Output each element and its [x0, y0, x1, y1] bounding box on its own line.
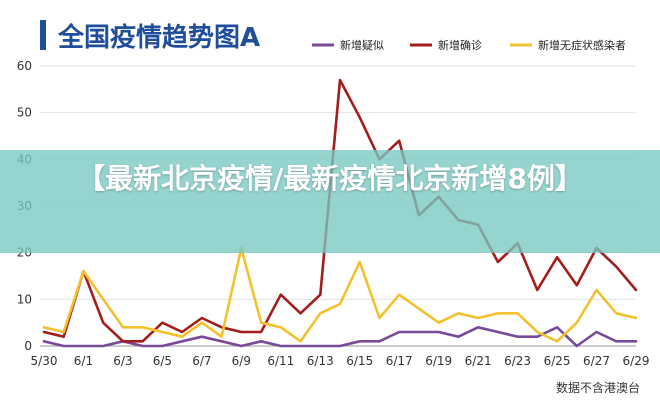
y-tick-label: 0 — [24, 339, 32, 353]
legend-label: 新增无症状感染者 — [538, 38, 626, 52]
x-tick-label: 6/11 — [267, 354, 294, 368]
x-tick-label: 6/5 — [153, 354, 172, 368]
chart-title: 全国疫情趋势图A — [58, 23, 261, 53]
x-tick-label: 6/3 — [113, 354, 132, 368]
x-tick-label: 6/27 — [583, 354, 610, 368]
x-tick-label: 6/19 — [425, 354, 452, 368]
series-line-1 — [42, 78, 638, 343]
legend-label: 新增确诊 — [438, 38, 482, 52]
x-tick-label: 6/21 — [465, 354, 492, 368]
source-note: 数据不含港澳台 — [555, 381, 640, 395]
x-tick-label: 6/13 — [307, 354, 334, 368]
series-line-0 — [42, 325, 638, 348]
legend-label: 新增疑似 — [340, 38, 384, 52]
title-accent-bar — [40, 20, 46, 50]
headline-banner — [0, 150, 660, 253]
y-tick-label: 50 — [17, 106, 32, 120]
series-lines — [42, 78, 638, 348]
x-tick-label: 6/29 — [623, 354, 650, 368]
headline-text: 【最新北京疫情/最新疫情北京新增8例】 — [77, 162, 583, 195]
y-tick-label: 60 — [17, 59, 32, 73]
x-tick-label: 6/1 — [74, 354, 93, 368]
series-line-2 — [42, 246, 638, 343]
y-tick-label: 10 — [17, 292, 32, 306]
x-tick-label: 6/7 — [192, 354, 211, 368]
x-tick-label: 6/9 — [232, 354, 251, 368]
x-tick-label: 6/23 — [504, 354, 531, 368]
x-tick-label: 6/25 — [544, 354, 571, 368]
x-tick-label: 6/15 — [346, 354, 373, 368]
x-tick-label: 5/30 — [31, 354, 58, 368]
x-tick-label: 6/17 — [386, 354, 413, 368]
x-axis-ticks: 5/30 6/1 6/3 6/5 6/7 6/9 6/11 6/13 6/15 6/17 6/19 6… — [31, 354, 650, 368]
legend: 新增疑似 新增确诊 新增无症状感染者 — [312, 38, 626, 52]
